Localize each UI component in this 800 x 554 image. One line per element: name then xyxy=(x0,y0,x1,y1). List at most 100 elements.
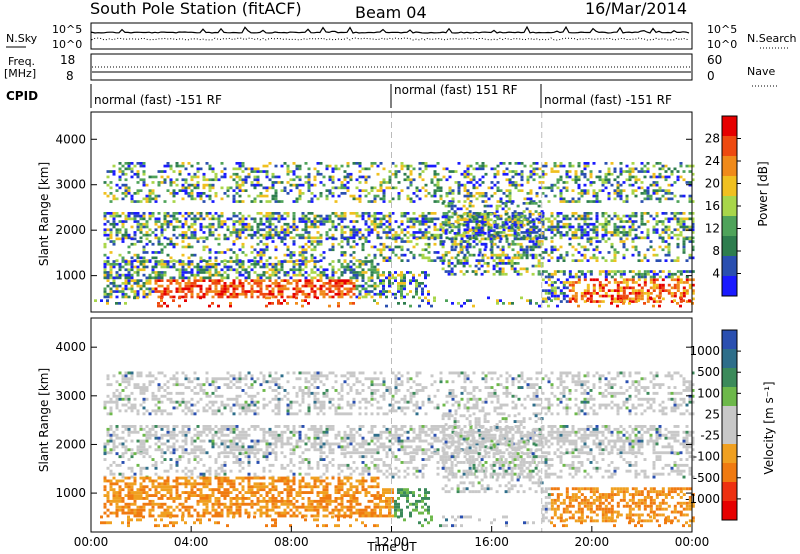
power-cell xyxy=(160,304,163,308)
power-cell xyxy=(229,295,233,299)
power-cell xyxy=(589,170,593,173)
power-cell xyxy=(483,204,487,208)
power-cell xyxy=(442,175,446,179)
power-cell xyxy=(409,271,412,274)
power-cell xyxy=(670,212,674,215)
power-cell xyxy=(283,186,287,190)
power-cell xyxy=(160,181,164,184)
power-cell xyxy=(214,178,218,182)
power-cell xyxy=(465,245,469,249)
power-cell xyxy=(388,186,392,190)
cpid-segment-3: normal (fast) -151 RF xyxy=(544,93,672,107)
velocity-cell xyxy=(205,394,209,398)
power-cell xyxy=(301,233,305,237)
power-cell xyxy=(298,253,302,257)
power-cell xyxy=(187,172,191,176)
power-cell xyxy=(127,212,131,215)
velocity-cell xyxy=(340,374,344,378)
power-cell xyxy=(133,231,137,234)
power-cell xyxy=(253,231,257,234)
power-cell xyxy=(268,228,272,232)
velocity-cell xyxy=(217,394,221,398)
power-cell xyxy=(658,275,662,279)
velocity-cell xyxy=(358,400,362,404)
velocity-cell xyxy=(349,374,353,378)
power-cell xyxy=(301,236,305,240)
power-cell xyxy=(465,248,469,252)
power-cell xyxy=(373,256,377,260)
power-cell xyxy=(619,289,623,292)
power-cell xyxy=(298,273,302,277)
power-cell xyxy=(565,181,569,184)
power-cell xyxy=(103,292,107,296)
power-cell xyxy=(514,212,518,215)
power-cell xyxy=(480,212,484,216)
power-cell xyxy=(271,228,275,232)
power-cell xyxy=(220,268,224,272)
power-cell xyxy=(274,268,278,272)
power-cell xyxy=(376,268,380,272)
power-cell xyxy=(508,162,512,165)
power-cell xyxy=(298,279,302,282)
power-cell xyxy=(643,275,647,279)
power-cell xyxy=(388,273,391,277)
power-cell xyxy=(208,231,212,234)
power-cell xyxy=(685,225,689,229)
velocity-cell xyxy=(103,406,107,410)
power-cell xyxy=(502,192,506,195)
power-cell xyxy=(583,300,587,303)
power-cell xyxy=(361,271,365,274)
power-cell xyxy=(268,233,272,237)
power-cell xyxy=(480,264,484,268)
power-cell xyxy=(277,268,281,272)
power-cell xyxy=(181,186,185,190)
power-cell xyxy=(160,296,163,300)
power-cell xyxy=(559,197,563,201)
power-cell xyxy=(643,197,647,201)
power-cell xyxy=(361,262,365,266)
power-cell xyxy=(685,237,689,241)
power-cell xyxy=(211,167,215,171)
power-cell xyxy=(319,287,323,291)
power-cell xyxy=(442,259,446,262)
power-cell xyxy=(292,228,296,232)
power-cell xyxy=(346,262,350,266)
velocity-cell xyxy=(109,383,113,387)
velocity-cell xyxy=(346,383,350,387)
power-cell xyxy=(583,233,587,237)
power-cell xyxy=(286,273,290,277)
power-cell xyxy=(250,284,254,288)
power-cell xyxy=(433,237,437,241)
velocity-cell xyxy=(238,371,242,375)
power-cell xyxy=(406,186,410,190)
power-cell xyxy=(202,271,206,274)
power-cell xyxy=(525,218,529,222)
power-cell xyxy=(556,286,560,290)
power-cell xyxy=(172,228,176,232)
power-cell xyxy=(604,272,608,276)
power-cell xyxy=(534,245,538,249)
power-cell xyxy=(277,220,281,223)
power-cell xyxy=(462,264,466,268)
velocity-cell xyxy=(220,400,224,404)
power-cell xyxy=(370,164,374,168)
power-cell xyxy=(292,273,296,277)
power-cell xyxy=(634,272,638,276)
power-cell xyxy=(373,217,377,221)
power-cell xyxy=(445,167,449,171)
power-cell xyxy=(184,178,188,182)
power-cell xyxy=(559,178,563,182)
power-cell xyxy=(106,276,110,280)
power-cell xyxy=(217,295,221,299)
power-cell xyxy=(247,282,251,285)
power-cell xyxy=(238,260,242,263)
nsky-trace xyxy=(91,25,690,34)
power-cell xyxy=(541,212,545,215)
power-cell xyxy=(589,256,593,260)
power-cell xyxy=(436,251,440,254)
power-cell xyxy=(127,260,131,263)
power-cell xyxy=(217,271,221,274)
power-cell xyxy=(190,236,194,240)
velocity-cell xyxy=(214,412,218,416)
power-cell xyxy=(133,214,137,218)
